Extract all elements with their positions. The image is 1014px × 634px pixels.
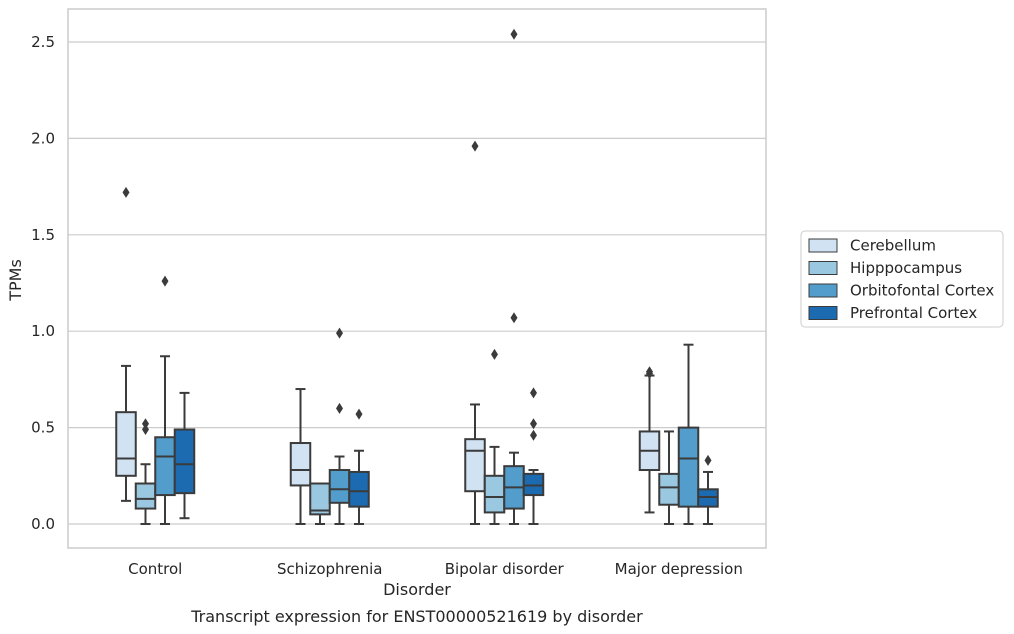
legend-entry: Hipppocampus (808, 259, 962, 277)
box (134, 482, 157, 510)
y-tick-label: 2.5 (31, 33, 55, 51)
y-tick-label: 0.5 (31, 419, 55, 437)
box (483, 474, 506, 514)
y-tick-label: 2.0 (31, 129, 55, 147)
outlier-point (646, 368, 653, 380)
outlier-point (122, 186, 130, 198)
box-group (697, 454, 719, 525)
y-tick-label: 1.0 (31, 322, 55, 340)
outlier-point (355, 408, 363, 420)
x-tick-label: Schizophrenia (277, 560, 382, 578)
legend-frame (800, 230, 1004, 328)
legend-swatch (808, 283, 838, 298)
legend-entry: Prefrontal Cortex (808, 304, 977, 322)
outlier-point (336, 327, 343, 339)
box (348, 470, 370, 508)
legend-swatch (808, 306, 838, 320)
y-tick-labels: 0.0 0.5 1.0 1.5 2.0 2.5 (31, 33, 55, 533)
outlier-point (161, 275, 169, 287)
legend-entry: Cerebellum (808, 237, 936, 255)
box-group (115, 186, 137, 502)
box (173, 428, 196, 495)
outlier-point (530, 418, 537, 430)
legend-entry: Orbitofontal Cortex (808, 282, 994, 300)
legend-label: Orbitofontal Cortex (850, 282, 994, 300)
outlier-point (510, 28, 518, 40)
box-group (638, 366, 661, 514)
box-group (483, 348, 506, 525)
box-group (154, 275, 176, 525)
legend: Cerebellum Hipppocampus Orbitofontal Corte… (800, 230, 1004, 328)
outlier-point (510, 312, 518, 324)
box-group (173, 391, 196, 520)
outlier-point (336, 402, 343, 414)
box (677, 426, 700, 508)
outlier-point (530, 387, 537, 399)
y-axis-label: TPMs (6, 259, 25, 302)
outlier-point (471, 140, 479, 152)
x-tick-label: Major depression (615, 560, 743, 578)
box-group (134, 418, 157, 525)
plot-frame (67, 8, 767, 549)
legend-swatch (808, 261, 838, 275)
outlier-point (530, 429, 537, 441)
x-tick-labels: Control Schizophrenia Bipolar disorder Majo… (128, 560, 743, 578)
box-group (464, 140, 486, 525)
box-group (522, 387, 545, 525)
legend-label: Cerebellum (850, 237, 936, 255)
box-group (289, 388, 312, 525)
y-tick-label: 1.5 (31, 226, 55, 244)
box-series (115, 28, 719, 525)
outlier-point (491, 348, 498, 360)
box-group (677, 343, 700, 525)
chart-caption: Transcript expression for ENST0000052161… (190, 607, 643, 626)
box-group (348, 408, 370, 525)
outlier-point (142, 424, 149, 436)
box (115, 411, 137, 477)
y-tick-label: 0.0 (31, 515, 55, 533)
box (289, 442, 312, 487)
legend-swatch (808, 238, 838, 253)
box-group (328, 327, 351, 525)
x-tick-label: Bipolar disorder (445, 560, 565, 578)
box (658, 472, 680, 506)
box (154, 436, 176, 497)
x-axis-label: Disorder (383, 580, 451, 599)
legend-label: Prefrontal Cortex (850, 304, 977, 322)
box (464, 438, 486, 493)
outlier-point (704, 454, 712, 466)
legend-label: Hipppocampus (850, 259, 962, 277)
outlier-point (142, 418, 149, 430)
x-tick-label: Control (128, 560, 182, 578)
box (328, 469, 351, 504)
